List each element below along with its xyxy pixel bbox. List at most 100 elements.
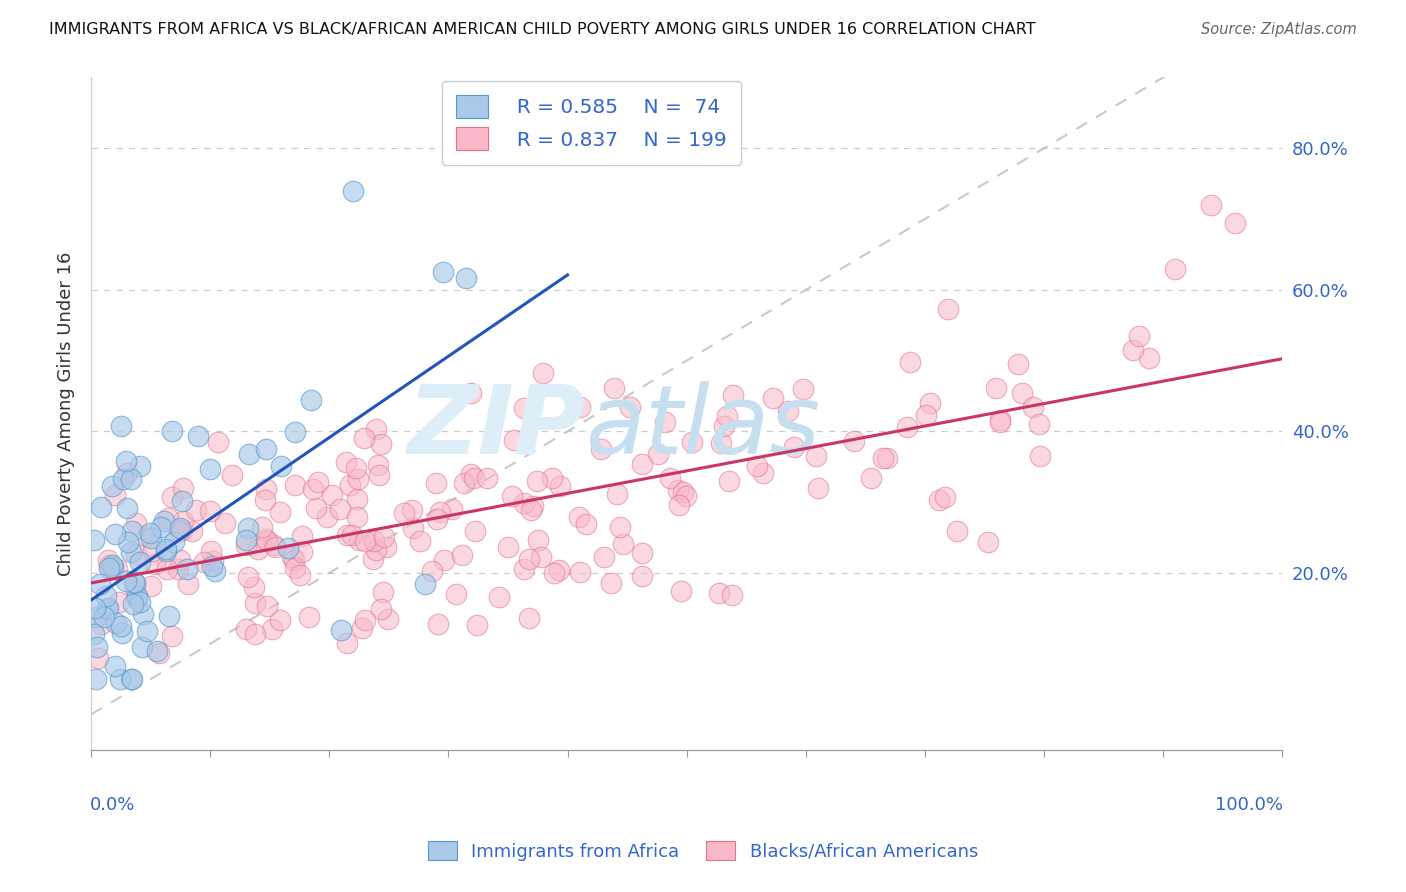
Point — [606, 487, 628, 501]
Point — [100, 479, 122, 493]
Point — [86, 640, 108, 654]
Point — [96, 589, 118, 603]
Point — [354, 534, 377, 549]
Point — [425, 476, 447, 491]
Point — [128, 555, 150, 569]
Point — [936, 302, 959, 317]
Point — [315, 509, 337, 524]
Point — [101, 558, 124, 572]
Point — [200, 462, 222, 476]
Point — [83, 626, 105, 640]
Point — [346, 510, 368, 524]
Point — [723, 388, 745, 402]
Point — [83, 533, 105, 547]
Point — [721, 588, 744, 602]
Point — [201, 554, 224, 568]
Point — [426, 616, 449, 631]
Point — [675, 489, 697, 503]
Point — [373, 530, 395, 544]
Point — [432, 265, 454, 279]
Point — [349, 533, 371, 548]
Point — [603, 381, 626, 395]
Legend: Immigrants from Africa, Blacks/African Americans: Immigrants from Africa, Blacks/African A… — [419, 831, 987, 870]
Point — [125, 591, 148, 605]
Point — [177, 576, 200, 591]
Point — [872, 450, 894, 465]
Point — [198, 504, 221, 518]
Point — [776, 404, 799, 418]
Point — [89, 577, 111, 591]
Point — [762, 391, 785, 405]
Point — [299, 392, 322, 407]
Point — [541, 471, 564, 485]
Point — [710, 435, 733, 450]
Point — [155, 543, 177, 558]
Point — [672, 485, 695, 500]
Text: 0.0%: 0.0% — [90, 796, 135, 814]
Point — [568, 565, 591, 579]
Point — [207, 435, 229, 450]
Point — [128, 459, 150, 474]
Point — [146, 644, 169, 658]
Point — [121, 524, 143, 538]
Point — [453, 475, 475, 490]
Point — [502, 433, 524, 447]
Point — [713, 419, 735, 434]
Point — [103, 560, 125, 574]
Point — [163, 534, 186, 549]
Point — [167, 524, 190, 538]
Point — [460, 467, 482, 482]
Point — [496, 540, 519, 554]
Point — [1007, 357, 1029, 371]
Point — [666, 483, 689, 497]
Point — [120, 545, 142, 559]
Point — [254, 482, 277, 496]
Point — [946, 524, 969, 539]
Point — [93, 610, 115, 624]
Point — [157, 609, 180, 624]
Point — [142, 544, 165, 558]
Point — [1022, 401, 1045, 415]
Point — [181, 524, 204, 538]
Point — [630, 568, 652, 582]
Point — [977, 534, 1000, 549]
Point — [420, 564, 443, 578]
Point — [918, 396, 941, 410]
Point — [568, 509, 591, 524]
Point — [429, 505, 451, 519]
Point — [238, 448, 260, 462]
Point — [115, 574, 138, 589]
Point — [221, 467, 243, 482]
Point — [513, 562, 536, 576]
Point — [115, 500, 138, 515]
Point — [96, 601, 118, 615]
Point — [122, 575, 145, 590]
Point — [115, 466, 138, 480]
Point — [531, 366, 554, 380]
Point — [426, 512, 449, 526]
Point — [120, 672, 142, 686]
Point — [167, 562, 190, 576]
Point — [512, 401, 534, 415]
Point — [446, 587, 468, 601]
Point — [401, 503, 423, 517]
Point — [104, 527, 127, 541]
Point — [176, 562, 198, 576]
Point — [104, 659, 127, 673]
Point — [371, 585, 394, 599]
Point — [124, 516, 146, 530]
Point — [254, 532, 277, 546]
Point — [132, 607, 155, 621]
Point — [136, 529, 159, 543]
Point — [235, 538, 257, 552]
Point — [370, 602, 392, 616]
Point — [374, 540, 396, 554]
Point — [363, 534, 385, 549]
Point — [659, 471, 682, 485]
Point — [291, 529, 314, 543]
Point — [187, 429, 209, 443]
Point — [547, 564, 569, 578]
Point — [631, 457, 654, 471]
Point — [1164, 261, 1187, 276]
Point — [465, 617, 488, 632]
